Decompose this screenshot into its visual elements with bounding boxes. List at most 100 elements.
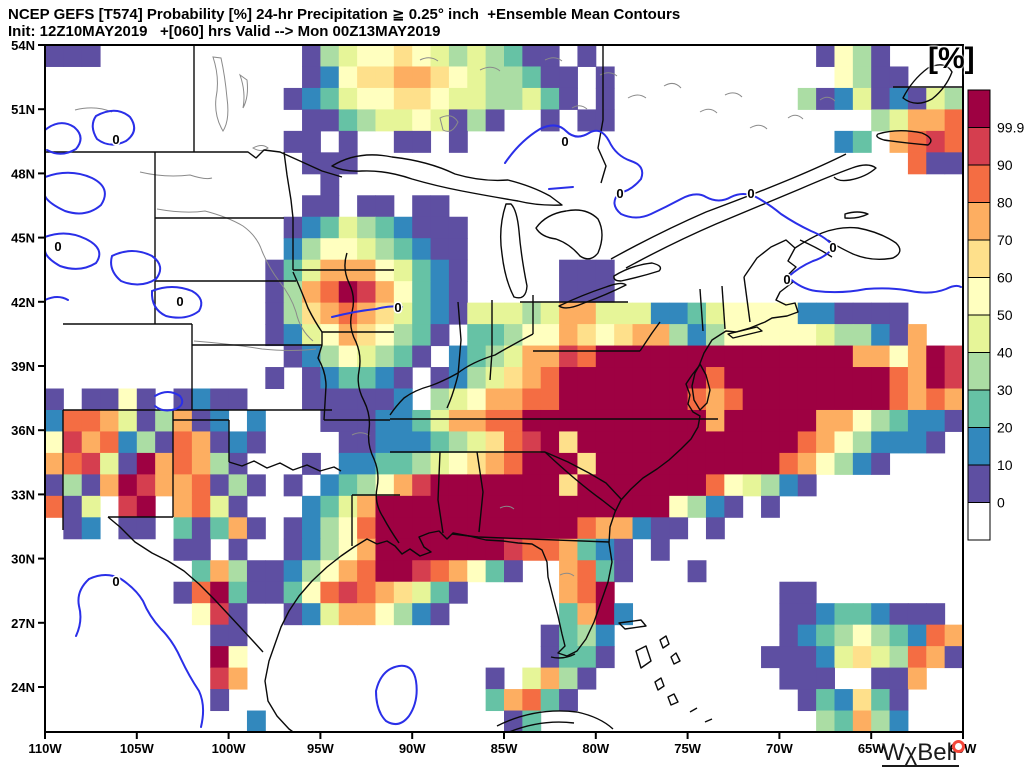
- border-line: [544, 451, 617, 512]
- grid-cell: [375, 538, 395, 561]
- border-line: [489, 300, 493, 381]
- grid-cell: [357, 302, 376, 325]
- grid-cell: [100, 452, 119, 475]
- grid-cell: [595, 538, 615, 561]
- grid-cell: [485, 431, 505, 454]
- grid-cell: [614, 324, 634, 347]
- grid-cell: [871, 388, 891, 411]
- colorbar-tick-label: 0: [997, 495, 1005, 511]
- grid-cell: [357, 195, 376, 218]
- grid-cell: [816, 603, 835, 626]
- grid-cell: [173, 431, 193, 454]
- grid-cell: [559, 431, 578, 454]
- grid-cell: [797, 689, 817, 712]
- border-line: [437, 451, 444, 534]
- grid-cell: [761, 495, 780, 518]
- grid-cell: [504, 560, 523, 583]
- grid-cell: [871, 667, 891, 690]
- gray-geography-line: [787, 114, 804, 120]
- grid-cell: [834, 431, 854, 454]
- grid-cell: [448, 109, 468, 132]
- grid-cell: [81, 517, 101, 540]
- grid-cell: [540, 367, 560, 389]
- border-line: [496, 710, 614, 730]
- grid-cell: [834, 87, 854, 110]
- grid-cell: [302, 495, 321, 518]
- zero-contour-line: [45, 232, 101, 270]
- grid-cell: [448, 495, 468, 518]
- grid-cell: [393, 452, 413, 475]
- border-line: [902, 64, 953, 104]
- grid-cell: [448, 216, 468, 239]
- border-line: [844, 211, 869, 219]
- grid-cell: [871, 689, 891, 712]
- grid-cell: [577, 409, 597, 432]
- grid-cell: [393, 130, 413, 153]
- grid-cell: [595, 474, 615, 497]
- grid-cell: [338, 45, 358, 67]
- grid-cell: [926, 624, 946, 647]
- grid-cell: [559, 517, 578, 540]
- border-line: [833, 164, 877, 182]
- grid-cell: [761, 452, 780, 475]
- contour-label: 0: [394, 300, 401, 315]
- grid-cell: [357, 66, 376, 89]
- grid-cell: [467, 560, 487, 583]
- grid-cell: [320, 345, 340, 368]
- grid-cell: [375, 281, 395, 304]
- grid-cell: [338, 538, 358, 561]
- grid-cell: [448, 431, 468, 454]
- grid-cell: [485, 409, 505, 432]
- grid-cell: [577, 538, 597, 561]
- grid-cell: [173, 538, 193, 561]
- grid-cell: [522, 302, 542, 325]
- grid-cell: [357, 452, 376, 475]
- grid-cell: [852, 388, 872, 411]
- grid-cell: [448, 238, 468, 261]
- grid-cell: [577, 667, 597, 690]
- colorbar-segment: [967, 314, 991, 353]
- grid-cell: [430, 109, 450, 132]
- grid-cell: [228, 452, 248, 475]
- grid-cell: [45, 45, 64, 67]
- grid-cell: [448, 388, 468, 411]
- grid-cell: [100, 409, 119, 432]
- grid-cell: [650, 367, 670, 389]
- grid-cell: [338, 560, 358, 583]
- grid-cell: [485, 388, 505, 411]
- grid-cell: [540, 538, 560, 561]
- grid-cell: [338, 409, 358, 432]
- grid-cell: [907, 345, 927, 368]
- grid-cell: [393, 474, 413, 497]
- grid-cell: [577, 345, 597, 368]
- grid-cell: [632, 474, 652, 497]
- grid-cell: [504, 388, 523, 411]
- grid-cell: [577, 474, 597, 497]
- grid-cell: [246, 581, 266, 604]
- grid-cell: [375, 560, 395, 583]
- grid-cell: [357, 431, 376, 454]
- grid-cell: [687, 388, 707, 411]
- grid-cell: [393, 431, 413, 454]
- grid-cell: [320, 581, 340, 604]
- grid-cell: [595, 560, 615, 583]
- grid-cell: [907, 109, 927, 132]
- grid-cell: [210, 689, 230, 712]
- grid-cell: [338, 495, 358, 518]
- grid-cell: [430, 538, 450, 561]
- grid-cell: [338, 109, 358, 132]
- grid-cell: [448, 538, 468, 561]
- grid-cell: [504, 495, 523, 518]
- grid-cell: [816, 667, 835, 690]
- grid-cell: [650, 302, 670, 325]
- grid-cell: [430, 281, 450, 304]
- grid-cell: [302, 130, 321, 153]
- border-line: [476, 451, 484, 533]
- grid-cell: [338, 324, 358, 347]
- grid-cell: [944, 646, 963, 669]
- grid-cell: [595, 495, 615, 518]
- colorbar-tick-label: 30: [997, 382, 1013, 398]
- border-line: [699, 288, 704, 332]
- grid-cell: [577, 560, 597, 583]
- grid-cell: [852, 87, 872, 110]
